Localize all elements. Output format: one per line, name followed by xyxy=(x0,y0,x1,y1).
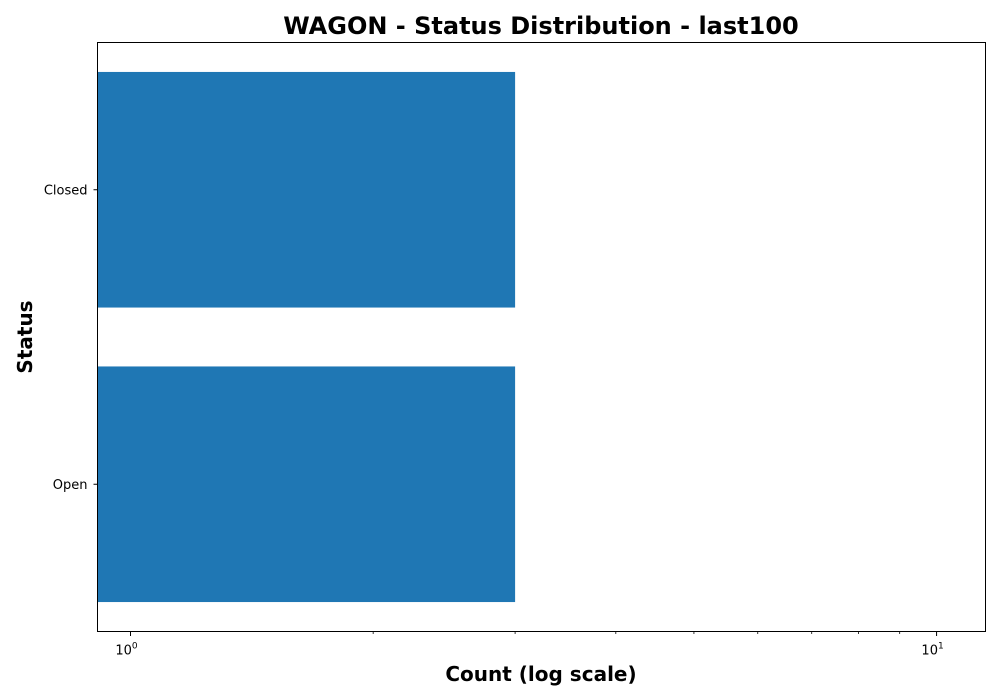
x-tick-label: 100 xyxy=(115,642,138,659)
plot-frame xyxy=(97,42,986,632)
y-tick-label: Open xyxy=(53,478,88,493)
plot-bars xyxy=(97,71,516,603)
chart-title: WAGON - Status Distribution - last100 xyxy=(283,12,798,40)
x-axis-label: Count (log scale) xyxy=(445,662,636,686)
bar-closed xyxy=(97,71,516,308)
y-axis-ticks: Closed Open xyxy=(44,183,98,493)
y-tick-label: Closed xyxy=(44,183,88,198)
x-tick-label: 101 xyxy=(921,642,943,659)
x-axis-ticks: 100 101 xyxy=(115,631,944,659)
y-axis-label: Status xyxy=(13,300,37,373)
bar-open xyxy=(97,366,516,603)
